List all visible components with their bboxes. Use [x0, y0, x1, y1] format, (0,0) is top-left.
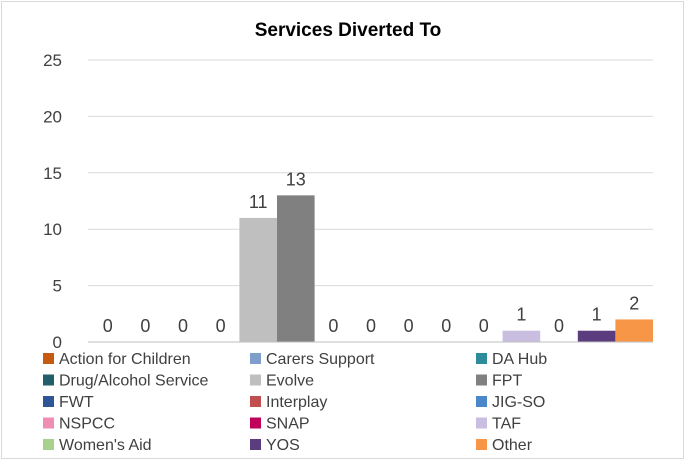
legend-swatch: [476, 396, 487, 407]
bar-fpt: [277, 195, 315, 342]
data-label: 1: [516, 305, 526, 325]
y-tick-label: 0: [53, 333, 62, 352]
legend-label: Other: [492, 437, 533, 454]
data-label: 11: [249, 192, 268, 212]
data-label: 0: [328, 316, 338, 336]
gridlines: [88, 59, 653, 343]
y-tick-label: 25: [43, 51, 62, 70]
legend-item-nspcc: NSPCC: [43, 416, 115, 433]
legend-item-other: Other: [476, 437, 533, 454]
legend-item-jig-so: JIG-SO: [476, 394, 545, 411]
data-label: 0: [178, 316, 188, 336]
legend-swatch: [250, 439, 261, 450]
bar-other: [615, 319, 653, 342]
legend-label: Evolve: [266, 373, 314, 390]
legend-label: DA Hub: [492, 351, 547, 368]
legend-swatch: [43, 374, 54, 386]
data-labels: 0 0 0 0 11 13 0 0 0 0 0 1 0 1 2: [103, 169, 639, 336]
data-label: 0: [441, 316, 451, 336]
legend-item-drug-alcohol-service: Drug/Alcohol Service: [43, 373, 209, 390]
data-label: 0: [103, 316, 113, 336]
y-axis: 0 5 10 15 20 25: [43, 51, 62, 352]
legend-label: FPT: [492, 373, 522, 390]
legend-label: YOS: [266, 437, 300, 454]
legend-swatch: [43, 439, 54, 450]
legend-label: NSPCC: [59, 416, 115, 433]
data-label: 0: [216, 316, 226, 336]
legend-item-women-s-aid: Women's Aid: [43, 437, 152, 454]
legend: Action for Children Carers Support DA Hub D…: [43, 351, 547, 454]
legend-item-evolve: Evolve: [250, 373, 314, 390]
legend-label: Women's Aid: [59, 437, 152, 454]
legend-swatch: [476, 374, 487, 386]
data-label: 0: [554, 316, 564, 336]
data-label: 0: [479, 316, 489, 336]
legend-item-fpt: FPT: [476, 373, 522, 390]
chart-title: Services Diverted To: [255, 20, 442, 41]
data-label: 0: [366, 316, 376, 336]
data-label: 1: [592, 305, 602, 325]
legend-swatch: [43, 396, 54, 407]
legend-item-snap: SNAP: [250, 416, 310, 433]
data-label: 2: [629, 293, 639, 313]
y-tick-label: 10: [43, 220, 62, 239]
y-tick-label: 15: [43, 164, 62, 183]
legend-swatch: [476, 353, 487, 364]
legend-label: Interplay: [266, 394, 327, 411]
legend-item-action-for-children: Action for Children: [43, 351, 191, 368]
legend-label: Action for Children: [59, 351, 191, 368]
legend-swatch: [250, 417, 261, 429]
legend-item-da-hub: DA Hub: [476, 351, 547, 368]
y-tick-label: 20: [43, 107, 62, 126]
legend-label: FWT: [59, 394, 94, 411]
bar-yos: [577, 330, 616, 342]
legend-swatch: [43, 353, 54, 364]
bar-taf: [502, 330, 541, 342]
legend-swatch: [250, 374, 261, 386]
legend-item-yos: YOS: [250, 437, 300, 454]
legend-item-taf: TAF: [476, 416, 521, 433]
bars: [88, 195, 653, 343]
legend-item-fwt: FWT: [43, 394, 94, 411]
data-label: 13: [286, 169, 306, 189]
legend-swatch: [250, 396, 261, 407]
data-label: 0: [140, 316, 150, 336]
legend-label: Drug/Alcohol Service: [59, 373, 209, 390]
y-tick-label: 5: [53, 277, 62, 296]
legend-label: SNAP: [266, 416, 310, 433]
legend-swatch: [43, 417, 54, 429]
legend-swatch: [476, 417, 487, 429]
legend-label: Carers Support: [266, 351, 375, 368]
bar-evolve: [239, 217, 277, 342]
legend-swatch: [250, 353, 261, 364]
legend-label: JIG-SO: [492, 394, 545, 411]
legend-item-carers-support: Carers Support: [250, 351, 375, 368]
legend-label: TAF: [492, 416, 521, 433]
chart-frame: Services Diverted To 0 5 10 15 20 25 0 0 0 0 11 13…: [1, 1, 684, 459]
legend-item-interplay: Interplay: [250, 394, 327, 411]
data-label: 0: [404, 316, 414, 336]
legend-swatch: [476, 439, 487, 450]
